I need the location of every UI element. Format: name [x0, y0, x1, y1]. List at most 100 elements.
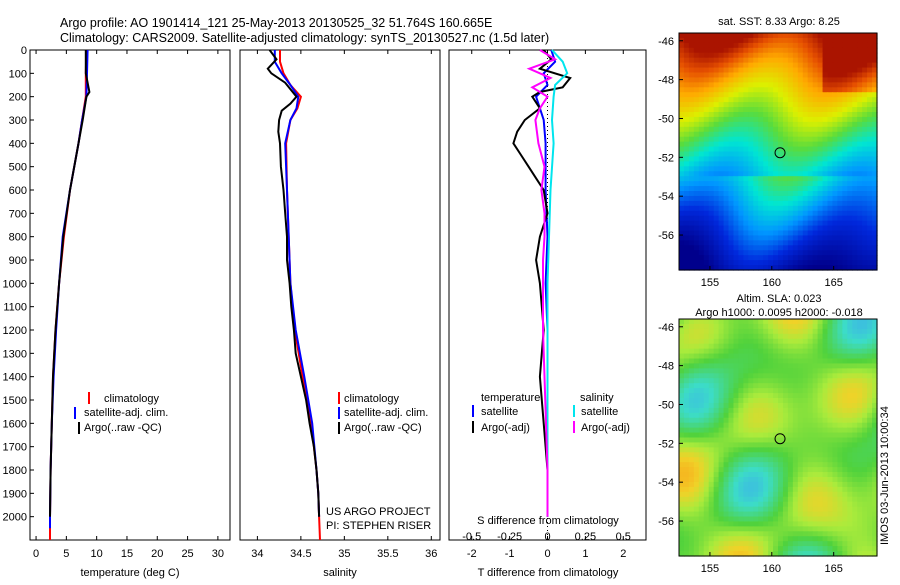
x-tick-label: -2 [467, 548, 477, 560]
x-tick-label: 36 [425, 548, 437, 560]
depth-tick-label: 1400 [3, 372, 27, 384]
argo-location-marker [774, 433, 786, 445]
depth-tick-label: 400 [9, 138, 27, 150]
t-diff-xlabel: T difference from climatology [478, 567, 619, 579]
x-tick-label: -1 [505, 548, 515, 560]
x-tick-label: 34 [251, 548, 263, 560]
x-tick-label: 25 [181, 548, 193, 560]
salinity-legend: climatology satellite-adj. clim. Argo(..… [338, 392, 428, 434]
imos-stamp: IMOS 03-Jun-2013 10:00:34 [879, 406, 891, 545]
depth-tick-label: 500 [9, 162, 27, 174]
s-diff-tick-label: -0.5 [462, 531, 481, 543]
depth-tick-label: 2000 [3, 512, 27, 524]
x-tick-label: 5 [63, 548, 69, 560]
s-diff-xlabel: S difference from climatology [477, 515, 619, 527]
series-line-cyan [546, 49, 569, 517]
lat-tick-label: -56 [658, 516, 674, 528]
depth-tick-label: 200 [9, 92, 27, 104]
x-tick-label: 30 [212, 548, 224, 560]
x-tick-label: 0 [544, 548, 550, 560]
legend-satellite-adj: satellite-adj. clim. [344, 407, 428, 419]
x-tick-label: 20 [151, 548, 163, 560]
legend-satellite-adj: satellite-adj. clim. [84, 407, 168, 419]
project-annotation: US ARGO PROJECT [326, 506, 431, 518]
legend-argo: Argo(..raw -QC) [84, 422, 162, 434]
temperature-ticks: 0 5 10 15 20 25 30 [33, 50, 224, 560]
legend-t-argo: Argo(-adj) [481, 422, 530, 434]
depth-tick-label: 700 [9, 208, 27, 220]
depth-tick-label: 1200 [3, 325, 27, 337]
s-diff-tick-label: 0 [544, 531, 550, 543]
lat-tick-label: -50 [658, 399, 674, 411]
depth-tick-label: 1500 [3, 395, 27, 407]
sla-map-title: Altim. SLA: 0.023 [737, 293, 822, 305]
depth-tick-label: 100 [9, 68, 27, 80]
lon-tick-label: 165 [825, 277, 843, 289]
depth-tick-label: 1100 [3, 302, 27, 314]
sst-map-title: sat. SST: 8.33 Argo: 8.25 [718, 16, 840, 28]
salinity-panel: 34 34.5 35 35.5 36 climatology satellite-adj… [239, 49, 441, 579]
lat-tick-label: -52 [658, 152, 674, 164]
legend-t-satellite: satellite [481, 406, 518, 418]
salinity-xlabel: salinity [323, 567, 357, 579]
lat-tick-label: -50 [658, 113, 674, 125]
lon-tick-label: 165 [825, 563, 843, 575]
difference-panel: -2 -1 0 1 2 -0.5 -0.25 0 0.25 0.5 temperature sa… [448, 49, 647, 579]
difference-lines [512, 49, 572, 517]
salinity-ticks: 34 34.5 35 35.5 36 [251, 50, 437, 560]
depth-tick-label: 1800 [3, 465, 27, 477]
legend-s-argo: Argo(-adj) [581, 422, 630, 434]
depth-tick-label: 1000 [3, 278, 27, 290]
depth-tick-label: 1900 [3, 488, 27, 500]
temperature-xlabel: temperature (deg C) [80, 567, 179, 579]
lat-tick-label: -52 [658, 438, 674, 450]
depth-ticks: 0 100 200 300 400 500 600 700 800 900 1000 1100 1200… [3, 45, 34, 524]
s-diff-tick-label: -0.25 [497, 531, 522, 543]
x-tick-label: 35.5 [377, 548, 398, 560]
lat-tick-label: -48 [658, 75, 674, 87]
s-diff-tick-label: 0.25 [575, 531, 596, 543]
lat-tick-label: -54 [658, 191, 674, 203]
t-diff-ticks: -2 -1 0 1 2 [467, 50, 626, 560]
legend-salinity-header: salinity [580, 392, 614, 404]
figure-title-line2: Climatology: CARS2009. Satellite-adjuste… [60, 31, 549, 45]
lat-tick-label: -48 [658, 361, 674, 373]
depth-tick-label: 300 [9, 115, 27, 127]
depth-tick-label: 900 [9, 255, 27, 267]
difference-legend: temperature salinity satellite Argo(-adj… [472, 392, 630, 434]
sla-map: Altim. SLA: 0.023 Argo h1000: 0.0095 h20… [658, 293, 878, 575]
temperature-panel: 0100200300400500600700800900100011001200… [3, 45, 231, 579]
sst-map-ticks: 155 160 165 -46 -48 -50 -52 -54 -56 [658, 36, 843, 289]
x-tick-label: 34.5 [290, 548, 311, 560]
x-tick-label: 10 [91, 548, 103, 560]
x-tick-label: 35 [338, 548, 350, 560]
temperature-legend: climatology satellite-adj. clim. Argo(..… [74, 392, 168, 434]
depth-tick-label: 1300 [3, 348, 27, 360]
series-line-black [266, 49, 321, 517]
legend-s-satellite: satellite [581, 406, 618, 418]
legend-climatology: climatology [344, 393, 400, 405]
lat-tick-label: -46 [658, 36, 674, 48]
legend-argo: Argo(..raw -QC) [344, 422, 422, 434]
lon-tick-label: 155 [701, 563, 719, 575]
x-tick-label: 15 [121, 548, 133, 560]
legend-temperature-header: temperature [481, 392, 540, 404]
s-diff-ticks: -0.5 -0.25 0 0.25 0.5 [462, 531, 631, 543]
lon-tick-label: 160 [763, 277, 781, 289]
temperature-lines [49, 49, 91, 540]
s-diff-tick-label: 0.5 [616, 531, 631, 543]
sst-map: sat. SST: 8.33 Argo: 8.25 155 160 165 -46 -4… [658, 16, 878, 289]
sst-heatmap-cells [679, 33, 878, 271]
x-tick-label: 1 [582, 548, 588, 560]
legend-climatology: climatology [104, 393, 160, 405]
depth-tick-label: 1600 [3, 418, 27, 430]
lon-tick-label: 155 [701, 277, 719, 289]
x-tick-label: 2 [620, 548, 626, 560]
lon-tick-label: 160 [763, 563, 781, 575]
series-line-black [49, 50, 91, 517]
lat-tick-label: -56 [658, 230, 674, 242]
lat-tick-label: -54 [658, 477, 674, 489]
argo-location-marker [774, 147, 786, 159]
x-tick-label: 0 [33, 548, 39, 560]
